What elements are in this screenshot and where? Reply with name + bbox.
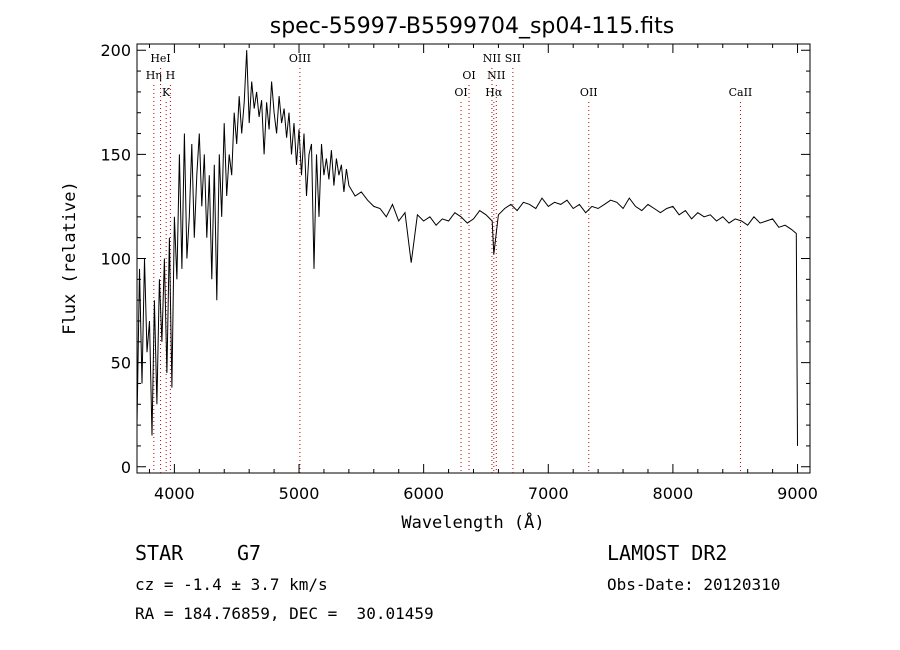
x-tick-label: 7000 (528, 484, 569, 503)
x-axis-label: Wavelength (Å) (401, 511, 544, 533)
line-marker-label: OI (454, 86, 467, 99)
survey-name: LAMOST DR2 (607, 541, 728, 565)
coordinates-readout: RA = 184.76859, DEC = 30.01459 (135, 604, 434, 623)
redshift-readout: cz = -1.4 ± 3.7 km/s (135, 575, 328, 594)
y-tick-label: 100 (100, 250, 131, 269)
y-tick-label: 50 (111, 354, 131, 373)
y-tick-label: 0 (121, 458, 131, 477)
x-tick-label: 9000 (777, 484, 818, 503)
axis-ticks: 4000 5000 6000 7000 8000 9000 0 50 100 150 200 (100, 41, 817, 503)
line-marker-label: Hη (146, 69, 162, 82)
x-tick-label: 6000 (403, 484, 444, 503)
line-marker-label: SII (505, 52, 521, 65)
x-tick-label: 5000 (279, 484, 320, 503)
line-markers: HeI Hη HK OIII OI OI NII NII Hα SII OII CaII (146, 52, 753, 473)
line-marker-label: Hα (485, 86, 503, 99)
line-marker-label: H (166, 69, 176, 82)
line-marker-label: K (162, 86, 171, 99)
line-marker-label: HeI (150, 52, 170, 65)
spectrum-line (136, 50, 798, 446)
object-class: STAR (135, 541, 184, 565)
y-tick-label: 150 (100, 145, 131, 164)
x-tick-label: 4000 (154, 484, 195, 503)
plot-frame (136, 43, 811, 474)
chart-title: spec-55997-B5599704_sp04-115.fits (270, 14, 675, 39)
line-marker-label: OI (462, 69, 475, 82)
line-marker-label: NII (487, 69, 505, 82)
line-marker-label: OIII (289, 52, 311, 65)
line-marker-label: OII (580, 86, 598, 99)
object-subclass: G7 (237, 541, 262, 565)
observation-date: Obs-Date: 20120310 (607, 575, 781, 594)
y-tick-label: 200 (100, 41, 131, 60)
y-axis-label: Flux (relative) (60, 181, 80, 335)
line-marker-label: CaII (729, 86, 753, 99)
line-marker-label: NII (483, 52, 501, 65)
x-tick-label: 8000 (653, 484, 694, 503)
